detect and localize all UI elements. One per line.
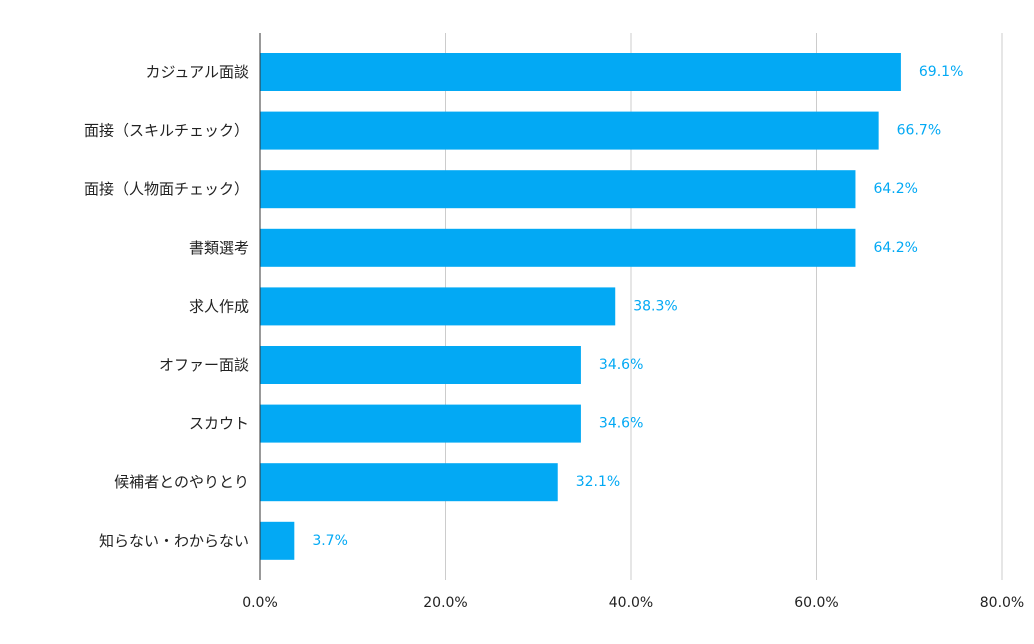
- category-label: スカウト: [189, 415, 249, 433]
- data-label: 34.6%: [599, 416, 643, 432]
- bar: [260, 404, 581, 443]
- data-label: 34.6%: [599, 357, 643, 373]
- category-label: 面接（人物面チェック）: [84, 180, 249, 198]
- data-label: 64.2%: [873, 181, 917, 197]
- bar: [260, 287, 616, 326]
- labels-layer: 0.0% 20.0% 40.0% 60.0% 80.0% カジュアル面談 69.1% 面接（ス…: [84, 63, 1024, 611]
- data-label: 3.7%: [312, 533, 348, 549]
- x-tick-label: 20.0%: [423, 595, 467, 611]
- category-label: 面接（スキルチェック）: [84, 122, 249, 140]
- data-label: 64.2%: [873, 240, 917, 256]
- x-tick-label: 0.0%: [242, 595, 278, 611]
- category-label: 書類選考: [189, 239, 249, 257]
- category-label: 知らない・わからない: [99, 532, 249, 550]
- bar: [260, 521, 295, 560]
- data-label: 32.1%: [576, 474, 620, 490]
- category-label: オファー面談: [159, 356, 249, 374]
- x-tick-label: 60.0%: [794, 595, 838, 611]
- x-tick-label: 40.0%: [609, 595, 653, 611]
- bar: [260, 346, 581, 384]
- bar: [260, 228, 856, 267]
- x-tick-label: 80.0%: [980, 595, 1024, 611]
- category-label: 求人作成: [189, 297, 249, 315]
- data-label: 38.3%: [633, 298, 677, 314]
- data-label: 69.1%: [919, 64, 963, 80]
- bar: [260, 53, 901, 91]
- bar: [260, 170, 856, 209]
- bars-layer: [260, 53, 901, 560]
- bar: [260, 111, 879, 150]
- bar: [260, 463, 558, 502]
- data-label: 66.7%: [897, 123, 941, 139]
- category-label: カジュアル面談: [145, 63, 249, 81]
- category-label: 候補者とのやりとり: [114, 473, 249, 491]
